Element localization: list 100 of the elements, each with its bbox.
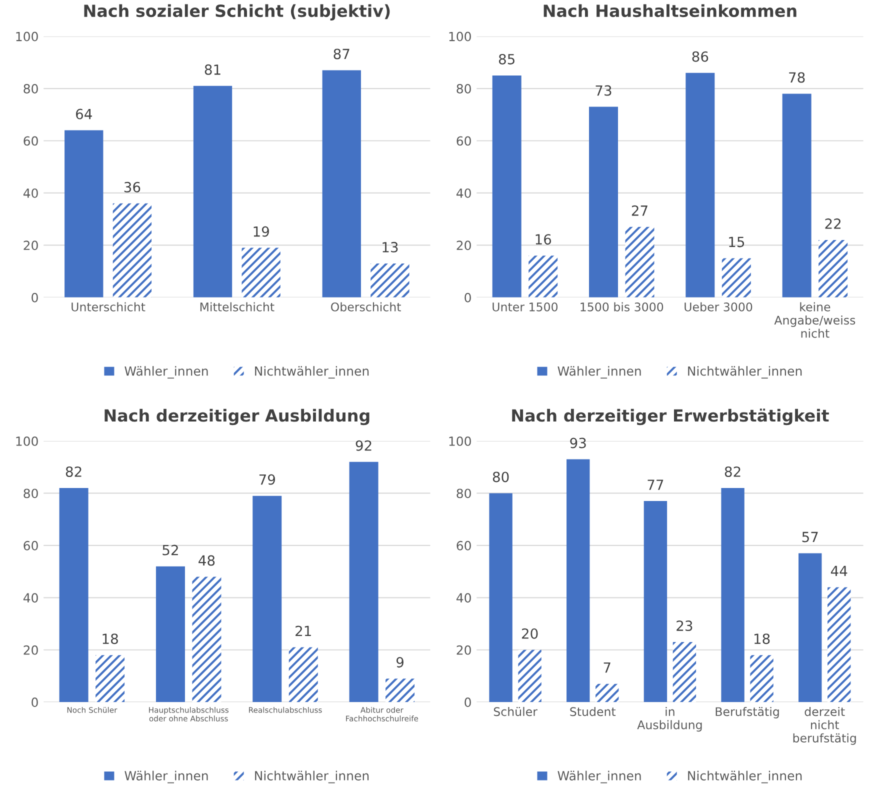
chart-title: Nach derzeitiger Ausbildung	[104, 408, 370, 426]
bar	[192, 576, 222, 702]
bar	[589, 106, 618, 298]
x-tick-label: in Ausbildung	[637, 706, 702, 732]
legend-label: Nichtwähler_innen	[255, 770, 369, 784]
data-label: 15	[729, 236, 744, 248]
bar	[818, 240, 848, 298]
legend-label: Wähler_innen	[558, 770, 641, 784]
y-tick-label: 0	[32, 292, 38, 302]
x-tick-label: Student	[570, 706, 616, 716]
y-tick-label: 40	[23, 593, 38, 603]
x-tick-label: Schüler	[494, 706, 538, 716]
y-tick-label: 0	[464, 698, 471, 708]
data-label: 82	[66, 466, 82, 477]
x-tick-label: Mittelschicht	[200, 302, 274, 312]
data-label: 85	[498, 54, 514, 64]
data-label: 57	[802, 532, 818, 542]
y-tick-label: 80	[456, 84, 471, 94]
bar	[112, 203, 152, 298]
data-label: 77	[648, 480, 664, 490]
data-label: 27	[632, 205, 648, 216]
data-label: 13	[382, 242, 398, 252]
legend-label: Wähler_innen	[124, 366, 208, 379]
bar	[518, 650, 542, 702]
y-tick-label: 60	[24, 540, 38, 550]
data-label: 52	[162, 544, 178, 556]
data-label: 79	[259, 474, 275, 485]
legend-label: Nichtwähler_innen	[255, 366, 369, 379]
bar	[288, 647, 318, 702]
bar	[193, 86, 232, 298]
data-label: 73	[596, 85, 612, 96]
data-label: 86	[692, 51, 708, 62]
data-label: 64	[76, 108, 92, 120]
data-label: 19	[254, 226, 269, 237]
data-label: 93	[570, 438, 586, 448]
chart-title: Nach Haushaltseinkommen	[544, 4, 796, 18]
bar	[782, 94, 812, 298]
bar	[64, 130, 104, 298]
bar	[644, 501, 668, 702]
x-tick-label: Berufstätig	[716, 706, 779, 718]
bar	[566, 459, 590, 702]
data-label: 16	[536, 234, 552, 245]
data-label: 22	[825, 218, 841, 229]
x-tick-label: Unterschicht	[72, 302, 146, 312]
y-tick-label: 100	[449, 436, 471, 446]
y-tick-label: 80	[24, 84, 38, 94]
legend-label: Wähler_innen	[124, 770, 208, 784]
y-tick-label: 20	[24, 240, 38, 250]
x-tick-label: keine Angabe/weiss nicht	[774, 302, 856, 338]
y-tick-label: 20	[456, 240, 471, 250]
bar	[750, 655, 774, 702]
bar	[596, 684, 619, 702]
bar	[625, 226, 654, 298]
y-tick-label: 40	[23, 188, 38, 198]
data-label: 82	[724, 466, 740, 477]
bar	[528, 256, 558, 298]
x-tick-label: 1500 bis 3000	[580, 302, 664, 312]
data-label: 48	[198, 555, 215, 566]
y-tick-label: 80	[456, 488, 471, 498]
y-tick-label: 0	[464, 292, 471, 302]
x-tick-label: derzeit nicht berufstätig	[793, 706, 856, 745]
y-tick-label: 20	[456, 645, 471, 655]
y-tick-label: 60	[456, 540, 471, 550]
data-label: 18	[754, 634, 770, 644]
data-label: 78	[789, 72, 805, 83]
x-tick-label: Oberschicht	[331, 302, 401, 312]
bar	[686, 72, 715, 298]
y-tick-label: 100	[16, 32, 38, 42]
data-label: 9	[396, 657, 404, 668]
data-label: 20	[522, 628, 538, 639]
y-tick-label: 60	[24, 136, 38, 146]
bar	[349, 462, 378, 702]
bar	[322, 70, 361, 298]
chart-title: Nach sozialer Schicht (subjektiv)	[84, 4, 390, 20]
data-label: 81	[204, 64, 220, 75]
bar	[370, 263, 410, 298]
y-tick-label: 100	[449, 32, 471, 42]
data-label: 92	[356, 440, 372, 451]
y-tick-label: 60	[456, 136, 471, 146]
bar	[722, 258, 751, 298]
x-tick-label: Ueber 3000	[684, 302, 752, 312]
bar	[252, 496, 282, 702]
data-label: 87	[334, 48, 350, 60]
x-tick-label: Unter 1500	[492, 302, 558, 312]
bar	[672, 642, 696, 702]
data-label: 23	[676, 620, 692, 632]
y-tick-label: 100	[16, 436, 38, 446]
bar	[798, 553, 822, 702]
legend-label: Nichtwähler_innen	[688, 770, 802, 784]
y-tick-label: 40	[456, 593, 471, 603]
bar	[156, 566, 185, 702]
bar	[721, 488, 744, 702]
chart-title: Nach derzeitiger Erwerbstätigkeit	[512, 408, 829, 426]
data-label: 7	[604, 662, 610, 673]
y-tick-label: 80	[24, 488, 38, 498]
bar	[489, 493, 512, 702]
data-label: 36	[124, 182, 140, 192]
bar	[59, 488, 88, 702]
data-label: 21	[296, 626, 311, 636]
bar	[492, 75, 522, 298]
